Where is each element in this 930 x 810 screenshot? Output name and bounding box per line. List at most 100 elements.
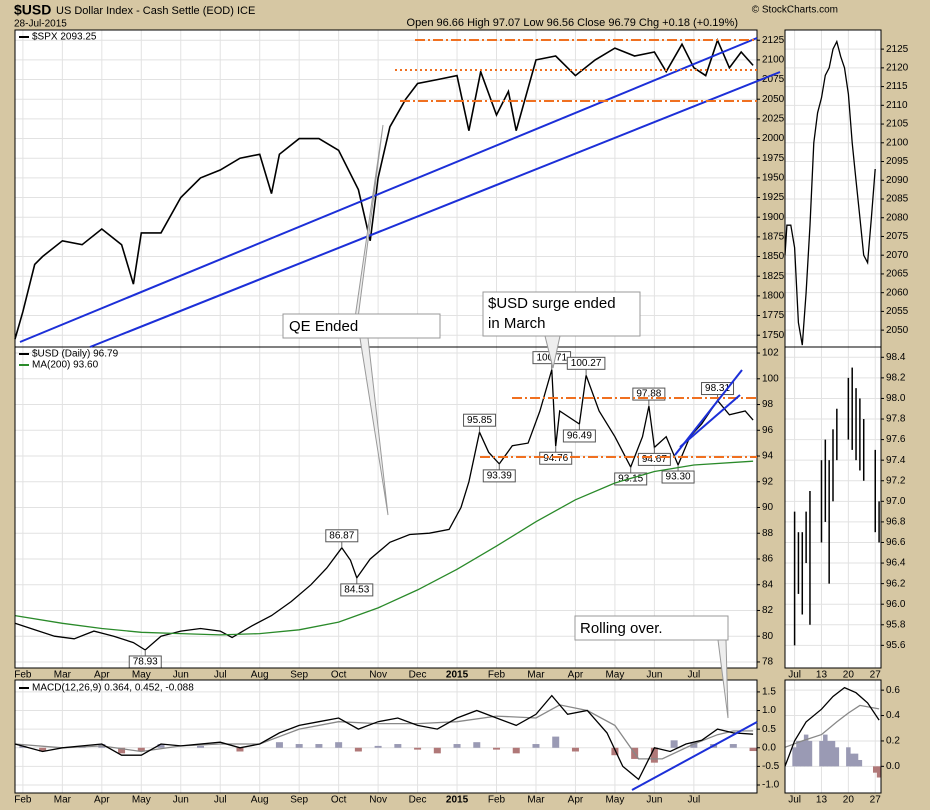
y-tick-label: 2080	[886, 212, 909, 223]
y-tick-label: 97.2	[886, 475, 906, 486]
histogram-bar	[236, 747, 244, 752]
histogram-bar	[803, 734, 809, 767]
y-tick-label: 2090	[886, 175, 909, 186]
y-tick-label: 80	[762, 631, 774, 642]
x-tick-label: Sep	[290, 670, 308, 681]
x-tick-label: Jun	[173, 795, 189, 806]
histogram-bar	[473, 742, 481, 748]
value-label: 86.87	[329, 530, 354, 541]
y-tick-label: 86	[762, 554, 774, 565]
y-tick-label: 1775	[762, 310, 785, 321]
histogram-bar	[137, 747, 145, 752]
y-tick-label: 0.4	[886, 710, 900, 721]
x-tick-label: May	[132, 795, 151, 806]
histogram-bar	[414, 747, 422, 750]
callout-box	[282, 313, 441, 339]
histogram-bar	[571, 747, 579, 752]
y-tick-label: 97.6	[886, 434, 906, 445]
x-tick-label: May	[132, 670, 151, 681]
x-tick-label: 20	[843, 670, 855, 681]
x-tick-label: 20	[843, 795, 855, 806]
y-tick-label: 2100	[762, 55, 785, 66]
y-tick-label: 0.6	[886, 685, 900, 696]
histogram-bar	[453, 744, 461, 748]
value-label-box	[539, 451, 573, 465]
histogram-bar	[39, 747, 47, 752]
plot-border	[14, 679, 758, 794]
histogram-bar	[830, 740, 836, 767]
callout-pointer	[544, 335, 561, 369]
plot-area	[785, 347, 881, 668]
overlay: QE Ended $USD surge ended in March Rolli…	[19, 37, 781, 791]
histogram-bar	[275, 742, 283, 748]
y-tick-label: 96.4	[886, 558, 906, 569]
value-label: 95.85	[467, 415, 492, 426]
histogram-bar	[374, 745, 382, 748]
histogram-bar	[796, 740, 801, 767]
histogram-bar	[857, 759, 863, 767]
x-tick-label: 13	[816, 795, 828, 806]
histogram-bar	[493, 747, 501, 750]
y-tick-label: 0.5	[762, 724, 776, 735]
y-tick-label: 96.2	[886, 578, 906, 589]
histogram-bar	[512, 747, 520, 754]
value-label: 93.15	[618, 474, 643, 485]
y-tick-label: 0.2	[886, 736, 900, 747]
series-line	[14, 37, 754, 340]
histogram-bar	[749, 747, 757, 752]
y-tick-label: 97.8	[886, 414, 906, 425]
y-tick-label: 96.6	[886, 537, 906, 548]
x-tick-label: Feb	[14, 795, 32, 806]
histogram-bar	[295, 744, 303, 748]
x-tick-label: Apr	[568, 795, 584, 806]
histogram-bar	[650, 747, 658, 763]
y-tick-label: 2075	[886, 231, 909, 242]
symbol: $USD	[14, 2, 51, 18]
x-tick-label: 27	[870, 670, 882, 681]
y-tick-label: 95.6	[886, 640, 906, 651]
x-tick-label: Mar	[54, 795, 72, 806]
x-tick-label: Oct	[331, 670, 347, 681]
value-label: 84.53	[344, 585, 369, 596]
x-tick-label: Mar	[527, 795, 545, 806]
histogram-bar	[335, 742, 343, 748]
y-tick-label: 0.0	[886, 761, 900, 772]
x-tick-label: 2015	[446, 670, 469, 681]
series-line	[14, 460, 754, 636]
x-tick-label: Jul	[214, 670, 227, 681]
y-tick-label: 94	[762, 451, 774, 462]
y-tick-label: 1925	[762, 192, 785, 203]
y-tick-label: 1875	[762, 232, 785, 243]
y-tick-label: 2115	[886, 81, 908, 92]
y-tick-label: 96	[762, 425, 774, 436]
y-tick-label: 100	[762, 373, 779, 384]
x-tick-label: Sep	[290, 795, 308, 806]
y-tick-label: 2070	[886, 250, 909, 261]
y-tick-label: 2060	[886, 287, 909, 298]
histogram-bar	[433, 747, 441, 754]
callout-box	[574, 615, 729, 641]
value-label: 78.93	[133, 657, 158, 668]
y-tick-label: 98	[762, 399, 774, 410]
y-tick-label: 2065	[886, 269, 909, 280]
x-tick-label: Apr	[94, 670, 110, 681]
instrument-name: US Dollar Index - Cash Settle (EOD) ICE	[56, 5, 255, 17]
value-label: 100.27	[571, 358, 602, 369]
x-tick-label: 2015	[446, 795, 469, 806]
y-tick-label: 1.5	[762, 687, 776, 698]
series-line	[784, 704, 880, 748]
callout-text: in March	[488, 315, 546, 332]
histogram-bar	[849, 753, 855, 767]
x-tick-label: Aug	[251, 670, 269, 681]
y-tick-label: 97.0	[886, 496, 906, 507]
histogram-bar	[197, 745, 204, 748]
y-tick-label: 2055	[886, 306, 909, 317]
x-tick-label: Nov	[369, 795, 387, 806]
histogram-bar	[157, 744, 165, 748]
trend-line	[631, 721, 758, 791]
x-tick-label: Jul	[214, 795, 227, 806]
histogram-bar	[823, 734, 828, 767]
y-tick-label: 2000	[762, 133, 785, 144]
value-label-box	[325, 529, 359, 543]
x-tick-label: May	[605, 670, 624, 681]
